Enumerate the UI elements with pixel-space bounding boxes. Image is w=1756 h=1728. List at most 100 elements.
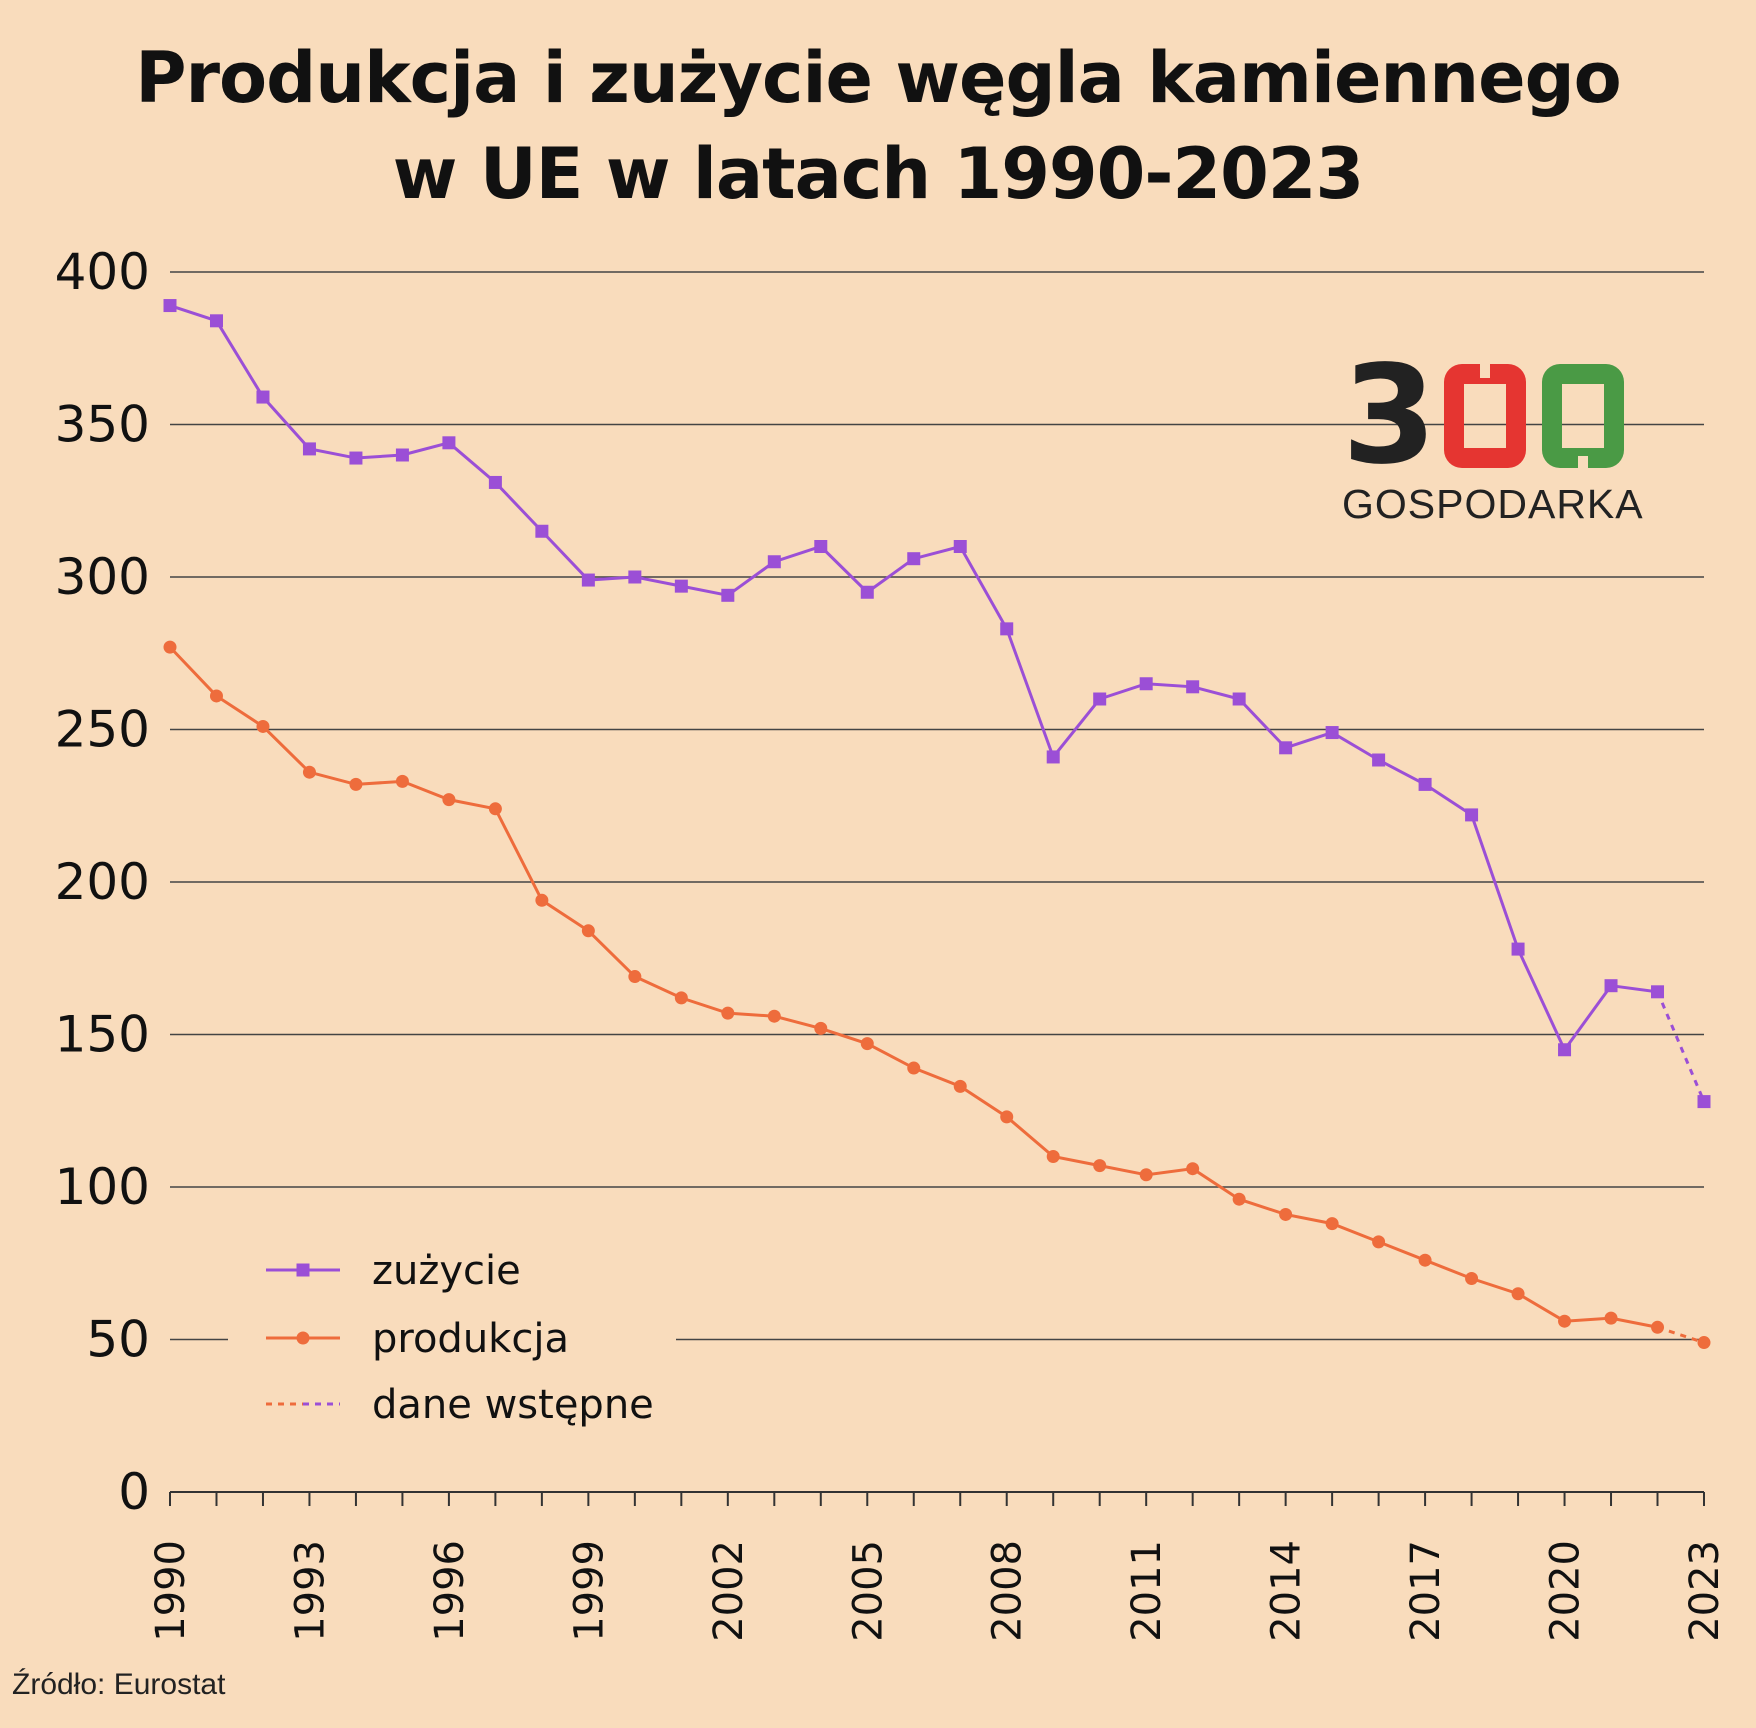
point-zuzycie-2001 (674, 579, 688, 593)
y-tick-label-0: 0 (118, 1463, 150, 1521)
point-produkcja-1993 (302, 765, 316, 779)
x-tick-label-2017: 2017 (1403, 1540, 1449, 1642)
point-zuzycie-1997 (488, 475, 502, 489)
point-produkcja-2021 (1604, 1311, 1618, 1325)
x-tick-label-2014: 2014 (1264, 1540, 1310, 1642)
point-produkcja-2008 (1000, 1110, 1014, 1124)
point-zuzycie-1991 (209, 314, 223, 328)
logo-digits: 3 (1342, 337, 1648, 495)
point-zuzycie-2021 (1604, 979, 1618, 993)
point-produkcja-1991 (209, 689, 223, 703)
series-line-produkcja (168, 646, 1658, 1329)
y-tick-label-50: 50 (86, 1311, 150, 1369)
point-zuzycie-1998 (535, 524, 549, 538)
point-zuzycie-2015 (1325, 726, 1339, 740)
x-tick-label-2002: 2002 (706, 1540, 752, 1642)
point-zuzycie-1996 (442, 436, 456, 450)
title-line-1: Produkcja i zużycie węgla kamiennego (135, 37, 1622, 119)
point-produkcja-2004 (814, 1021, 828, 1035)
point-produkcja-1996 (442, 793, 456, 807)
point-produkcja-1999 (581, 924, 595, 938)
point-produkcja-2006 (907, 1061, 921, 1075)
point-produkcja-1997 (488, 802, 502, 816)
point-zuzycie-2010 (1093, 692, 1107, 706)
point-zuzycie-2019 (1511, 942, 1525, 956)
point-produkcja-2002 (721, 1006, 735, 1020)
point-zuzycie-2022 (1651, 985, 1665, 999)
series-preliminary-line-produkcja (1657, 1325, 1705, 1344)
chart-title: Produkcja i zużycie węgla kamiennego w U… (0, 30, 1756, 222)
point-produkcja-1998 (535, 893, 549, 907)
point-produkcja-2015 (1325, 1217, 1339, 1231)
y-tick-label-250: 250 (55, 701, 150, 759)
legend-marker-zuzycie (296, 1263, 310, 1277)
logo-green-zero-icon (1542, 364, 1624, 468)
point-produkcja-2000 (628, 970, 642, 984)
source-note: Źródło: Eurostat (12, 1668, 226, 1701)
y-tick-label-200: 200 (55, 853, 150, 911)
point-zuzycie-1990 (163, 299, 177, 313)
point-zuzycie-1995 (395, 448, 409, 462)
point-zuzycie-1992 (256, 390, 270, 404)
point-produkcja-2003 (767, 1009, 781, 1023)
point-produkcja-2023 (1697, 1336, 1711, 1350)
point-produkcja-1995 (395, 774, 409, 788)
legend-label-0: zużycie (372, 1248, 521, 1294)
point-produkcja-2013 (1232, 1192, 1246, 1206)
point-produkcja-2005 (860, 1037, 874, 1051)
x-tick-label-2011: 2011 (1124, 1540, 1170, 1642)
point-produkcja-2016 (1372, 1235, 1386, 1249)
x-tick-label-1999: 1999 (566, 1540, 612, 1642)
point-produkcja-2022 (1651, 1320, 1665, 1334)
point-zuzycie-1994 (349, 451, 363, 465)
legend-label-1: produkcja (372, 1316, 569, 1362)
logo-text: GOSPODARKA (1342, 481, 1644, 527)
point-zuzycie-2014 (1279, 741, 1293, 755)
legend-label-2: dane wstępne (372, 1382, 654, 1428)
point-produkcja-2001 (674, 991, 688, 1005)
y-tick-label-100: 100 (55, 1158, 150, 1216)
point-zuzycie-2000 (628, 570, 642, 584)
logo-300-gospodarka: 3 GOSPODARKA (1342, 337, 1648, 527)
point-zuzycie-2018 (1465, 808, 1479, 822)
y-tick-label-400: 400 (55, 243, 150, 301)
point-zuzycie-2023 (1697, 1095, 1711, 1109)
x-tick-label-1993: 1993 (287, 1540, 333, 1642)
y-tick-label-350: 350 (55, 396, 150, 454)
x-tick-label-2023: 2023 (1682, 1540, 1728, 1642)
x-tick-label-1990: 1990 (148, 1540, 194, 1642)
point-zuzycie-2011 (1139, 677, 1153, 691)
y-tick-label-300: 300 (55, 548, 150, 606)
series-preliminary-line-zuzycie (1656, 991, 1706, 1103)
point-produkcja-1994 (349, 777, 363, 791)
point-produkcja-2009 (1046, 1150, 1060, 1163)
point-zuzycie-1993 (302, 442, 316, 456)
point-zuzycie-2009 (1046, 750, 1060, 764)
x-tick-label-2020: 2020 (1543, 1540, 1589, 1642)
logo-digit-three: 3 (1342, 337, 1437, 495)
title-line-2: w UE w latach 1990-2023 (392, 133, 1364, 215)
point-zuzycie-2004 (814, 540, 828, 553)
point-produkcja-2012 (1186, 1162, 1200, 1176)
logo-red-zero-icon (1444, 364, 1526, 468)
point-produkcja-2018 (1465, 1272, 1479, 1285)
point-zuzycie-2020 (1558, 1043, 1572, 1057)
point-produkcja-2011 (1139, 1168, 1153, 1182)
point-produkcja-1992 (256, 719, 270, 733)
x-tick-label-2005: 2005 (845, 1540, 891, 1642)
point-zuzycie-2002 (721, 588, 735, 602)
point-produkcja-2014 (1279, 1207, 1293, 1221)
point-produkcja-2017 (1418, 1253, 1432, 1267)
x-tick-label-2008: 2008 (985, 1540, 1031, 1642)
point-zuzycie-2012 (1186, 680, 1200, 694)
point-produkcja-2010 (1093, 1159, 1107, 1173)
point-zuzycie-2013 (1232, 692, 1246, 706)
x-tick-label-1996: 1996 (427, 1540, 473, 1642)
point-produkcja-2019 (1511, 1287, 1525, 1301)
y-tick-label-150: 150 (55, 1006, 150, 1064)
point-produkcja-2007 (953, 1079, 967, 1093)
point-produkcja-2020 (1558, 1314, 1572, 1328)
point-zuzycie-2007 (953, 540, 967, 553)
point-zuzycie-2008 (1000, 622, 1014, 636)
